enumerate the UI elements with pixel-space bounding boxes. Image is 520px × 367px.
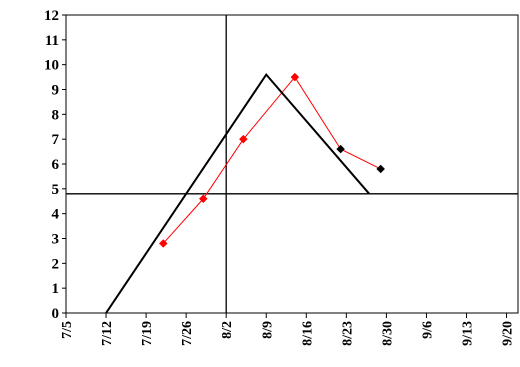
x-tick-label: 8/30: [380, 321, 395, 346]
y-tick-label: 3: [52, 232, 60, 248]
y-tick-label: 10: [44, 58, 59, 74]
x-tick-label: 9/13: [461, 321, 476, 346]
x-tick-label: 7/12: [100, 321, 115, 346]
y-tick-label: 11: [45, 33, 59, 49]
y-tick-label: 6: [52, 157, 60, 173]
y-tick-label: 8: [52, 107, 60, 123]
x-tick-label: 8/23: [340, 321, 355, 346]
y-tick-label: 9: [52, 83, 60, 99]
series-1-line: [105, 72, 370, 313]
series-lines: [66, 15, 518, 313]
x-tick-label: 9/6: [420, 321, 435, 339]
y-tick-label: 0: [52, 306, 60, 322]
x-tick-label: 7/19: [140, 321, 155, 346]
x-tick-label: 8/16: [300, 321, 315, 346]
series-markers: [158, 72, 386, 248]
series-0-point: [239, 134, 248, 144]
x-tick-label: 8/9: [260, 321, 275, 339]
series-0-point: [290, 72, 300, 82]
series-0-point: [158, 239, 168, 248]
series-0-point: [198, 194, 208, 204]
x-tick-label: 7/5: [60, 321, 75, 339]
series-0-point: [376, 164, 386, 174]
series-0-point: [336, 144, 345, 154]
y-tick-label: 2: [52, 256, 60, 272]
y-tick-label: 1: [52, 281, 60, 297]
plot-area: [65, 14, 519, 314]
y-tick-label: 5: [52, 182, 60, 198]
x-tick-label: 9/20: [501, 321, 516, 346]
y-tick-label: 7: [52, 132, 60, 148]
series-0-line: [162, 76, 381, 244]
x-tick-label: 8/2: [220, 321, 235, 339]
x-tick-label: 7/26: [180, 321, 195, 346]
y-tick-label: 4: [52, 207, 60, 223]
y-tick-label: 12: [44, 8, 59, 24]
